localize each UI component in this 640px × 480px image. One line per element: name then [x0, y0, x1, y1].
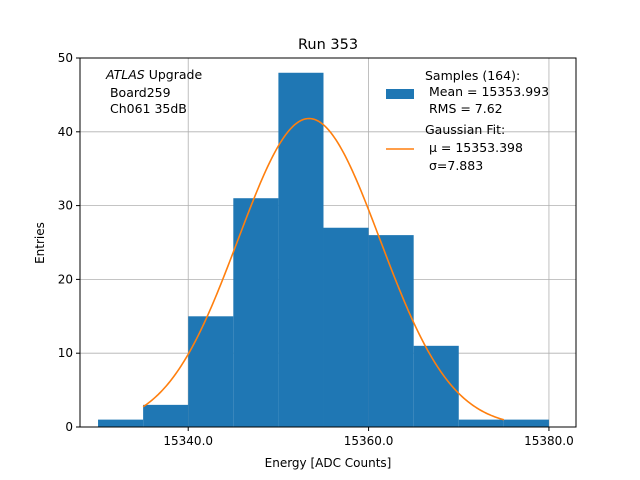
legend-samples-line-3: RMS = 7.62 [425, 101, 503, 116]
x-tick-label: 15380.0 [524, 434, 574, 448]
legend-samples-line-2: Mean = 15353.993 [425, 84, 549, 99]
gaussian-fit-curve [142, 117, 505, 421]
y-tick-label: 50 [58, 51, 73, 65]
histogram-bar [188, 316, 234, 427]
atlas-italic-label: ATLAS [105, 67, 145, 82]
x-tick-label: 15360.0 [344, 434, 394, 448]
y-tick-label: 30 [58, 199, 73, 213]
legend-histogram-swatch [386, 89, 414, 99]
histogram-bar [233, 198, 279, 427]
histogram-bar [368, 235, 414, 427]
annotation-line-2: Board259 [106, 85, 171, 100]
y-axis-label: Entries [33, 222, 47, 264]
legend-fit-line-2: μ = 15353.398 [425, 140, 523, 155]
y-tick-label: 10 [58, 346, 73, 360]
legend-fit-line-3: σ=7.883 [425, 158, 483, 173]
y-tick-label: 0 [65, 420, 73, 434]
y-tick-label: 40 [58, 125, 73, 139]
x-axis-label: Energy [ADC Counts] [265, 456, 392, 470]
plot-area-frame [79, 57, 577, 428]
legend-samples-line-1: Samples (164): [425, 68, 520, 83]
chart-title: Run 353 [298, 37, 358, 53]
x-axis-ticks: 15340.0 15360.0 15380.0 [163, 427, 574, 448]
annotation-line-1: ATLAS Upgrade [105, 67, 202, 82]
upgrade-label: Upgrade [145, 67, 203, 82]
histogram-bars [98, 72, 549, 427]
y-tick-label: 20 [58, 272, 73, 286]
histogram-bar [458, 419, 504, 427]
legend-fit-line-1: Gaussian Fit: [425, 122, 505, 137]
legend: Samples (164): Mean = 15353.993 RMS = 7.… [386, 68, 549, 173]
histogram-bar [98, 419, 144, 427]
histogram-bar [143, 404, 189, 427]
histogram-bar [503, 419, 549, 427]
histogram-bar [278, 72, 324, 427]
histogram-bar [323, 227, 369, 427]
y-axis-ticks: 0 10 20 30 40 50 [58, 51, 80, 434]
x-tick-label: 15340.0 [163, 434, 213, 448]
annotation-line-3: Ch061 35dB [106, 101, 187, 116]
annotation-box: ATLAS Upgrade Board259 Ch061 35dB [105, 67, 202, 116]
